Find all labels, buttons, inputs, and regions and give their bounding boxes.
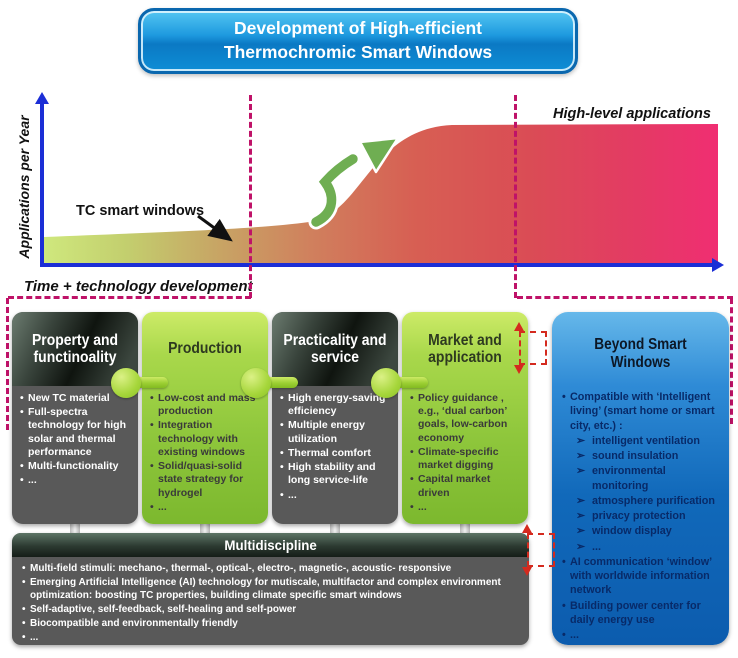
bullet: Emerging Artificial Intelligence (AI) te…: [22, 576, 521, 602]
jump-connector-icon: [522, 524, 555, 576]
box-title: Market and application: [428, 331, 502, 366]
arrow-down-icon: [522, 567, 532, 576]
growth-curve-chart: [44, 124, 718, 266]
y-axis-label: Applications per Year: [16, 115, 32, 259]
bullet: ...: [562, 628, 723, 643]
bullet: Solid/quasi-solid state strategy for hyd…: [150, 460, 264, 500]
bullet: Multiple energy utilization: [280, 419, 394, 445]
y-axis: [40, 103, 44, 265]
box-property-functionality: Property and functinoality New TC materi…: [12, 312, 138, 524]
stage-divider-line-2: [514, 95, 517, 298]
arrow-down-icon: [514, 365, 524, 374]
box-bullet-list: Policy guidance , e.g., ‘dual carbon’ go…: [410, 392, 524, 514]
box-title: Practicality and service: [283, 331, 387, 366]
puzzle-connector-bar-icon: [246, 377, 298, 388]
stage-bracket-left-vertical: [6, 298, 9, 430]
multidiscipline-title: Multidiscipline: [224, 537, 317, 553]
box-multidiscipline: Multidiscipline Multi-field stimuli: mec…: [12, 533, 529, 645]
stage-bracket-left-horizontal: [8, 296, 251, 299]
jump-connector-icon: [514, 322, 547, 374]
bullet: Thermal comfort: [280, 447, 394, 460]
bullet: ...: [410, 501, 524, 514]
bullet: High energy-saving efficiency: [280, 392, 394, 418]
box-practicality-service: Practicality and service High energy-sav…: [272, 312, 398, 524]
box-beyond-smart-windows: Beyond Smart Windows Compatible with ‘In…: [552, 312, 729, 645]
bullet: Multi-functionality: [20, 460, 134, 473]
box-bullet-list: Low-cost and mass production Integration…: [150, 392, 264, 514]
puzzle-connector-icon: [371, 368, 401, 398]
stage-bracket-right-horizontal: [517, 296, 733, 299]
box-market-application: Market and application Policy guidance ,…: [402, 312, 528, 524]
beyond-header: Beyond Smart Windows: [552, 336, 729, 372]
beyond-bullet-list: Compatible with ‘Intelligent living’ (sm…: [562, 390, 723, 643]
sub-bullet: window display: [576, 524, 723, 539]
sub-bullet: privacy protection: [576, 509, 723, 524]
beyond-title: Beyond Smart Windows: [594, 336, 687, 371]
box-title: Property and functinoality: [31, 331, 119, 366]
sub-bullet: intelligent ventilation: [576, 434, 723, 449]
y-axis-arrow-icon: [35, 92, 49, 104]
bullet: ...: [280, 489, 394, 502]
bullet: AI communication ‘window’ with worldwide…: [562, 555, 723, 598]
bullet: Climate-specific market digging: [410, 446, 524, 472]
bullet: Multi-field stimuli: mechano-, thermal-,…: [22, 562, 521, 575]
x-axis: [40, 263, 714, 267]
bullet: Compatible with ‘Intelligent living’ (sm…: [562, 390, 723, 554]
tc-smart-windows-annotation: TC smart windows: [76, 203, 205, 219]
puzzle-connector-icon: [111, 368, 141, 398]
bullet: Integration technology with existing win…: [150, 419, 264, 459]
box-bullet-list: High energy-saving efficiency Multiple e…: [280, 392, 394, 502]
bullet: New TC material: [20, 392, 134, 405]
box-production: Production Low-cost and mass production …: [142, 312, 268, 524]
bullet: ...: [22, 631, 521, 644]
bullet: ...: [20, 474, 134, 487]
high-level-applications-annotation: High-level applications: [553, 106, 711, 122]
growth-arrow-icon: [308, 136, 400, 230]
box-header: Production: [142, 312, 268, 386]
box-header: Property and functinoality: [12, 312, 138, 386]
bullet: Biocompatible and environmentally friend…: [22, 617, 521, 630]
sub-bullet: environmental monitoring: [576, 464, 723, 493]
puzzle-connector-icon: [241, 368, 271, 398]
bullet: Policy guidance , e.g., ‘dual carbon’ go…: [410, 392, 524, 445]
bullet: Low-cost and mass production: [150, 392, 264, 418]
beyond-sub-list: intelligent ventilation sound insulation…: [576, 434, 723, 554]
sub-bullet: sound insulation: [576, 449, 723, 464]
arrow-up-icon: [514, 322, 524, 331]
sub-bullet: atmosphere purification: [576, 494, 723, 509]
bullet: Building power center for daily energy u…: [562, 599, 723, 628]
arrow-up-icon: [522, 524, 532, 533]
box-header: Market and application: [402, 312, 528, 386]
title-banner: Development of High-efficient Thermochro…: [138, 8, 578, 74]
sub-bullet: ...: [576, 540, 723, 555]
box-bullet-list: New TC material Full-spectra technology …: [20, 392, 134, 488]
bullet: High stability and long service-life: [280, 461, 394, 487]
puzzle-connector-bar-icon: [116, 377, 168, 388]
bullet: Capital market driven: [410, 473, 524, 499]
multidiscipline-header: Multidiscipline: [12, 533, 529, 557]
box-title: Production: [168, 340, 242, 358]
x-axis-arrow-icon: [712, 258, 724, 272]
bullet-text: Compatible with ‘Intelligent living’ (sm…: [570, 391, 715, 432]
bullet: Self-adaptive, self-feedback, self-heali…: [22, 603, 521, 616]
tc-annotation-arrow: [197, 214, 233, 242]
stage-bracket-right-vertical: [730, 298, 733, 424]
bullet: Full-spectra technology for high solar a…: [20, 406, 134, 459]
bullet: ...: [150, 501, 264, 514]
multidiscipline-bullet-list: Multi-field stimuli: mechano-, thermal-,…: [22, 562, 521, 644]
x-axis-label: Time + technology development: [24, 278, 253, 295]
puzzle-connector-bar-icon: [376, 377, 428, 388]
figure-title: Development of High-efficient Thermochro…: [223, 18, 493, 62]
stage-divider-line-1: [249, 95, 252, 298]
